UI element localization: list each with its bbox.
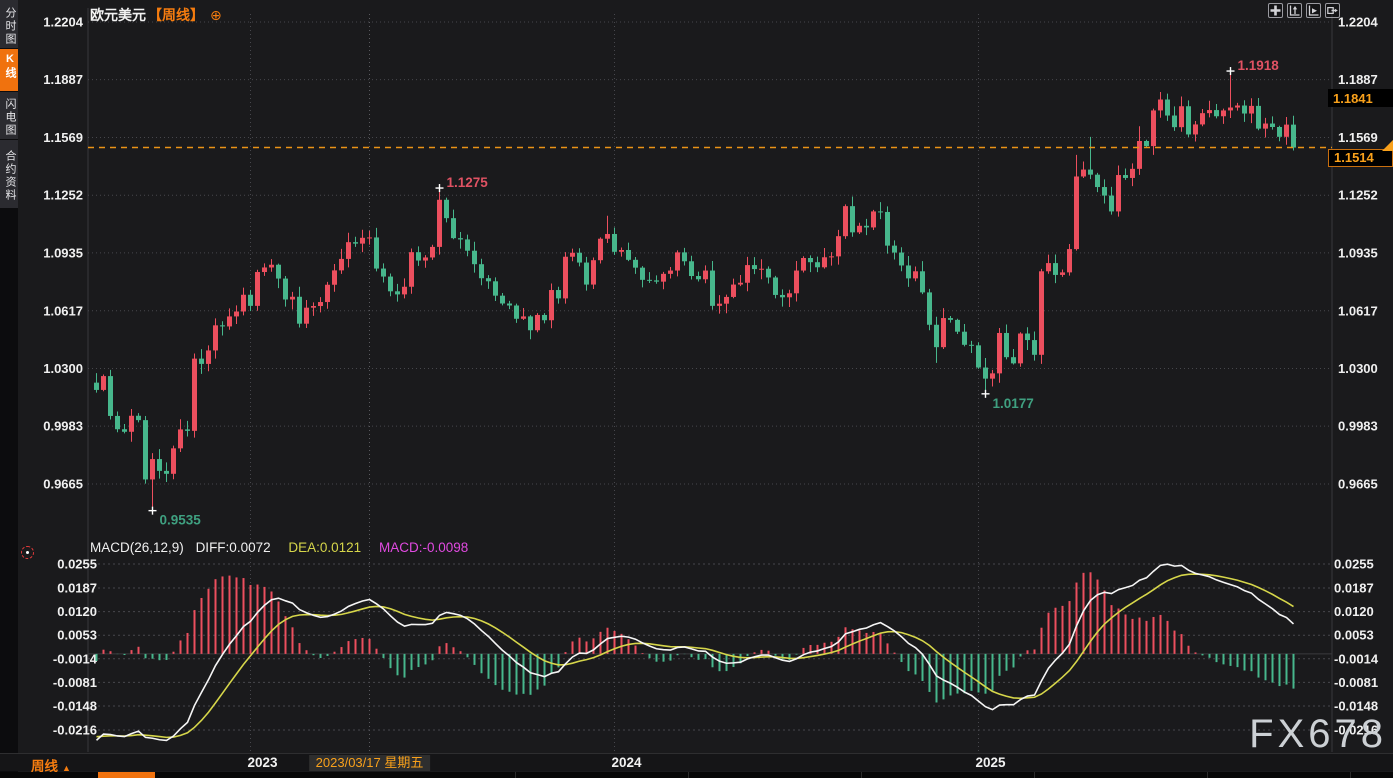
macd-tick-label-right: -0.0081 [1334, 675, 1378, 690]
current-price-tag: 1.1514 [1328, 148, 1393, 167]
price-tick-label-left: 0.9665 [43, 477, 83, 492]
sidebar-item-lightning[interactable]: 闪电图 [0, 92, 18, 139]
extreme-price-annotation: 1.1918 [1238, 58, 1280, 73]
price-tick-label-left: 0.9983 [43, 419, 83, 434]
watermark: FX678 [1249, 712, 1387, 756]
pan-right-icon[interactable] [1325, 3, 1340, 18]
price-pointer-icon [1382, 140, 1393, 151]
price-tick-label-left: 1.0935 [43, 245, 83, 260]
crosshair-icon[interactable] [1268, 3, 1283, 18]
macd-tick-label-right: 0.0255 [1334, 557, 1374, 572]
price-tick-label-left: 1.0300 [43, 361, 83, 376]
sidebar-item-timeshare[interactable]: 分时图 [0, 0, 18, 48]
period-tab-separator [515, 772, 516, 778]
macd-header: MACD(26,12,9) DIFF:0.0072 DEA:0.0121 MAC… [90, 540, 468, 555]
macd-tick-label-right: -0.0014 [1334, 651, 1379, 666]
macd-tick-label-right: -0.0216 [1334, 723, 1378, 738]
period-tag: 【周线】 [148, 7, 204, 23]
macd-dea-value: DEA:0.0121 [288, 540, 362, 555]
year-label: 2025 [975, 755, 1006, 770]
period-tab-separator [861, 772, 862, 778]
macd-grid: 0.0255 0.0255 0.0187 0.0187 0.0120 0.0120 0.00… [53, 557, 1379, 738]
sidebar-item-label: K线图 [4, 53, 16, 80]
sidebar-item-kline[interactable]: K线图 [0, 49, 18, 91]
period-selector-label: 周线 [31, 759, 58, 774]
macd-tick-label-left: -0.0148 [53, 699, 97, 714]
price-tick-label-left: 1.1252 [43, 188, 83, 203]
price-tick-label-right: 0.9983 [1338, 419, 1378, 434]
extreme-price-annotation: 0.9535 [160, 513, 202, 528]
x-axis-bar: 周线 ▲ 2023/03/17 星期五 2023 2024 2025 [0, 753, 1393, 774]
price-tick-label-right: 1.0617 [1338, 303, 1378, 318]
active-period-tab[interactable] [98, 772, 155, 778]
period-tab-strip [0, 772, 1393, 778]
period-selector[interactable]: 周线 ▲ [31, 755, 71, 775]
price-tick-label-right: 1.1252 [1338, 188, 1378, 203]
candles [94, 74, 1296, 508]
sidebar-item-label: 分时图 [4, 6, 16, 46]
price-annotations: 0.9535 1.1275 1.0177 1.1918 [148, 58, 1280, 528]
zoom-axis-right-icon[interactable] [1306, 3, 1321, 18]
macd-tick-label-left: -0.0014 [53, 651, 98, 666]
extreme-price-annotation: 1.0177 [993, 396, 1034, 411]
macd-tick-label-left: 0.0187 [57, 580, 97, 595]
symbol-name: 欧元美元 [90, 7, 146, 23]
sidebar: 分时图 K线图 闪电图 合约资料 [0, 0, 18, 778]
caret-up-icon: ▲ [62, 763, 71, 773]
upper-price-tag: 1.1841 [1328, 89, 1393, 108]
macd-params-label: MACD(26,12,9) [90, 540, 184, 555]
zoom-axis-up-icon[interactable] [1287, 3, 1302, 18]
chart-toolbar [1264, 3, 1340, 18]
macd-tick-label-right: 0.0187 [1334, 580, 1374, 595]
price-tick-label-right: 1.1887 [1338, 72, 1378, 87]
price-tick-label-right: 1.2204 [1338, 15, 1379, 30]
settings-icon[interactable]: ⊕ [210, 7, 222, 23]
macd-diff-value: DIFF:0.0072 [195, 540, 271, 555]
price-tick-label-right: 1.0300 [1338, 361, 1378, 376]
price-tick-label-left: 1.0617 [43, 303, 83, 318]
macd-tick-label-left: -0.0081 [53, 675, 97, 690]
price-tick-label-right: 1.1569 [1338, 130, 1378, 145]
price-tick-label-right: 0.9665 [1338, 477, 1378, 492]
macd-hist-value: MACD:-0.0098 [378, 540, 469, 555]
main-grid: 1.2204 1.2204 1.1887 1.1887 1.1569 1.1569 1.12… [43, 15, 1378, 492]
extreme-price-annotation: 1.1275 [447, 175, 489, 190]
period-tab-separator [688, 772, 689, 778]
sidebar-item-label: 合约资料 [4, 150, 16, 202]
period-tab-separator [1350, 772, 1351, 778]
price-tick-label-right: 1.0935 [1338, 245, 1378, 260]
year-label: 2024 [611, 755, 642, 770]
macd-tick-label-left: 0.0255 [57, 557, 97, 572]
sidebar-item-contract-info[interactable]: 合约资料 [0, 140, 18, 208]
macd-tick-label-left: -0.0216 [53, 723, 97, 738]
diff-line [95, 563, 1295, 742]
period-tab-separator [1034, 772, 1035, 778]
macd-tick-label-left: 0.0120 [57, 604, 97, 619]
sidebar-item-label: 闪电图 [4, 98, 16, 137]
macd-histogram [95, 572, 1295, 703]
dea-line [96, 573, 1294, 739]
year-label: 2023 [247, 755, 278, 770]
indicator-target-icon[interactable] [21, 546, 34, 559]
price-tick-label-left: 1.2204 [43, 15, 84, 30]
macd-tick-label-right: 0.0053 [1334, 628, 1374, 643]
chart-title: 欧元美元 【周线】 ⊕ [90, 5, 222, 25]
macd-tick-label-right: -0.0148 [1334, 699, 1378, 714]
selected-date-label: 2023/03/17 星期五 [308, 755, 431, 771]
price-tick-label-left: 1.1887 [43, 72, 83, 87]
period-tab-separator [1207, 772, 1208, 778]
price-tick-label-left: 1.1569 [43, 130, 83, 145]
macd-tick-label-left: 0.0053 [57, 628, 97, 643]
macd-tick-label-right: 0.0120 [1334, 604, 1374, 619]
